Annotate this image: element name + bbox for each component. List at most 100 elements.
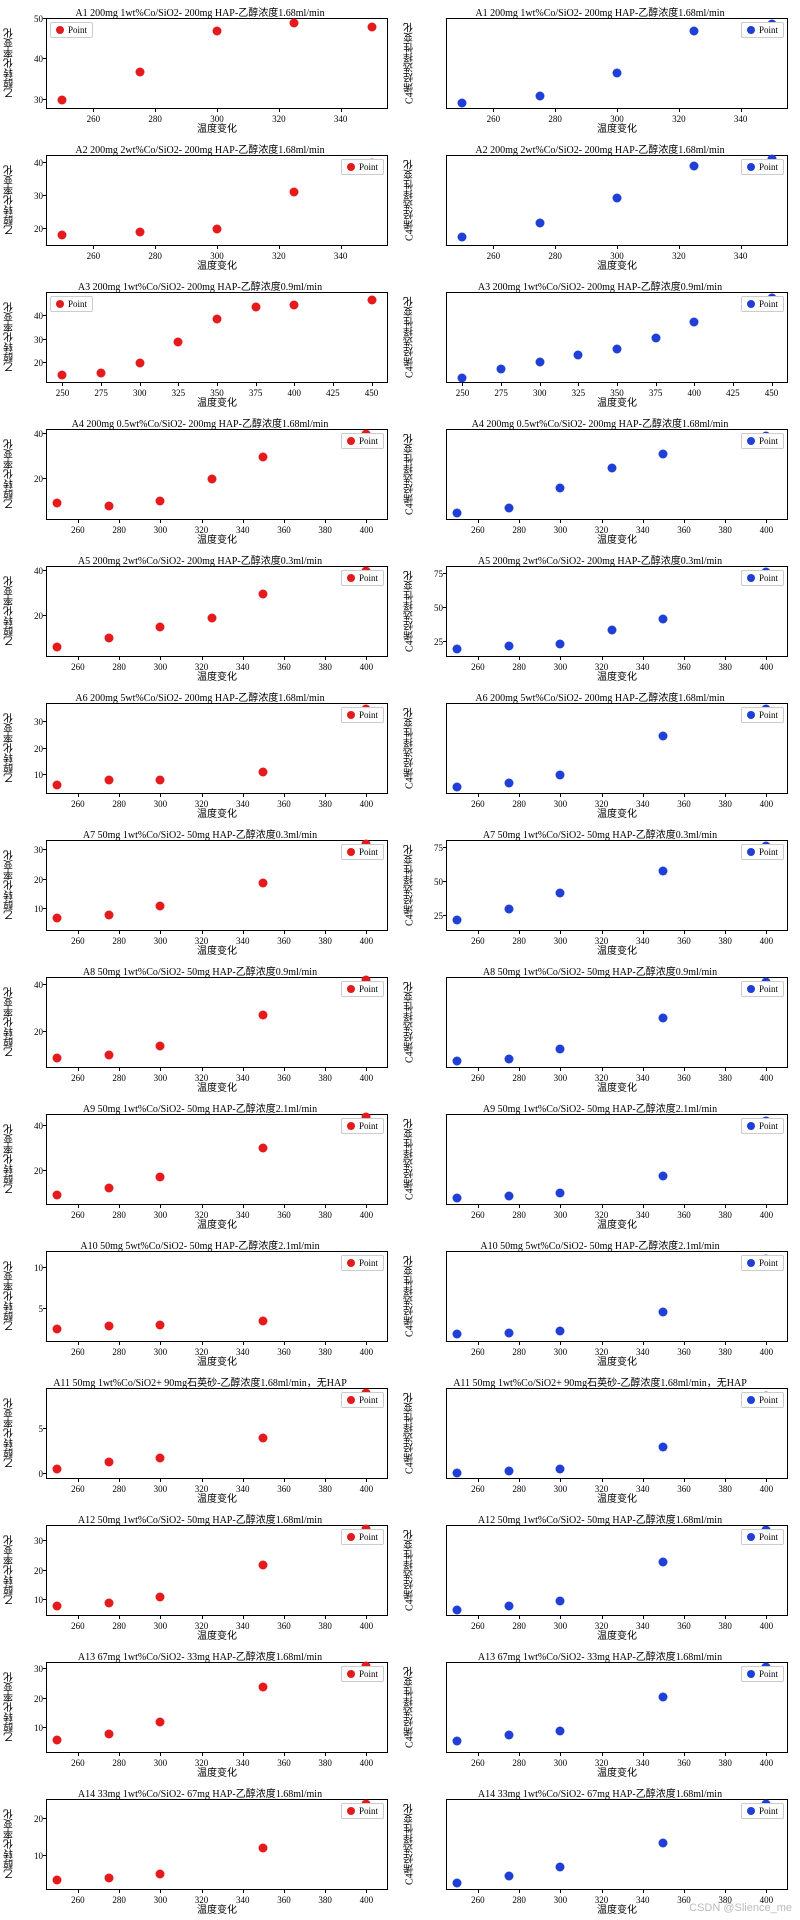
- chart-title: A5 200mg 2wt%Co/SiO2- 200mg HAP-乙醇浓度0.3m…: [400, 552, 800, 567]
- legend-marker: [347, 1122, 355, 1130]
- y-tick-label: 30: [19, 1664, 43, 1674]
- x-axis-label: 温度变化: [46, 805, 388, 820]
- data-point: [613, 193, 622, 202]
- data-point: [58, 95, 67, 104]
- x-axis-label: 温度变化: [446, 805, 788, 820]
- legend-text: Point: [68, 299, 87, 309]
- plot-area: 250275300325350375400425450Point: [446, 292, 788, 383]
- legend-text: Point: [759, 162, 778, 172]
- chart-2-left: A2 200mg 2wt%Co/SiO2- 200mg HAP-乙醇浓度1.68…: [0, 137, 400, 274]
- y-tick-label: 5: [19, 1304, 43, 1314]
- legend-marker: [747, 1396, 755, 1404]
- x-axis-label: 温度变化: [46, 1353, 388, 1368]
- legend-marker: [747, 574, 755, 582]
- plot-area: 260280300320340360380400102030Point: [46, 1662, 388, 1753]
- y-tick-label: 25: [419, 911, 443, 921]
- data-point: [53, 1875, 62, 1884]
- chart-title: A12 50mg 1wt%Co/SiO2- 50mg HAP-乙醇浓度1.68m…: [400, 1511, 800, 1526]
- data-point: [659, 1443, 668, 1452]
- plot-area: 260280300320340304050Point: [46, 18, 388, 109]
- data-point: [156, 1320, 165, 1329]
- data-point: [135, 359, 144, 368]
- legend-text: Point: [759, 1532, 778, 1542]
- legend-marker: [347, 1396, 355, 1404]
- chart-14-right: A14 33mg 1wt%Co/SiO2- 67mg HAP-乙醇浓度1.68m…: [400, 1781, 800, 1918]
- chart-title: A2 200mg 2wt%Co/SiO2- 200mg HAP-乙醇浓度1.68…: [0, 141, 400, 156]
- data-point: [104, 501, 113, 510]
- legend: Point: [741, 844, 784, 860]
- data-point: [453, 509, 462, 518]
- data-point: [556, 1726, 565, 1735]
- y-tick-label: 30: [19, 717, 43, 727]
- chart-title: A3 200mg 1wt%Co/SiO2- 200mg HAP-乙醇浓度0.9m…: [0, 278, 400, 293]
- chart-title: A2 200mg 2wt%Co/SiO2- 200mg HAP-乙醇浓度1.68…: [400, 141, 800, 156]
- chart-13-right: A13 67mg 1wt%Co/SiO2- 33mg HAP-乙醇浓度1.68m…: [400, 1644, 800, 1781]
- x-axis-label: 温度变化: [46, 257, 388, 272]
- y-tick-label: 20: [19, 224, 43, 234]
- y-axis-label: 乙醇转化率变化: [4, 155, 16, 246]
- legend-text: Point: [759, 1258, 778, 1268]
- chart-title: A7 50mg 1wt%Co/SiO2- 50mg HAP-乙醇浓度0.3ml/…: [0, 826, 400, 841]
- legend-marker: [747, 26, 755, 34]
- legend-text: Point: [759, 299, 778, 309]
- x-axis-label: 温度变化: [46, 531, 388, 546]
- plot-area: 260280300320340360380400Point: [446, 1662, 788, 1753]
- plot-area: 260280300320340360380400510Point: [46, 1251, 388, 1342]
- data-point: [556, 1862, 565, 1871]
- y-tick-label: 40: [19, 566, 43, 576]
- y-axis-label: C4烯烃选择性变化: [404, 1251, 416, 1342]
- x-axis-label: 温度变化: [446, 394, 788, 409]
- data-point: [556, 1465, 565, 1474]
- chart-title: A1 200mg 1wt%Co/SiO2- 200mg HAP-乙醇浓度1.68…: [0, 4, 400, 19]
- x-axis-label: 温度变化: [46, 1901, 388, 1916]
- legend: Point: [741, 1666, 784, 1682]
- y-tick-label: 30: [19, 845, 43, 855]
- data-point: [453, 782, 462, 791]
- data-point: [690, 162, 699, 171]
- legend-text: Point: [359, 1121, 378, 1131]
- legend-text: Point: [68, 25, 87, 35]
- data-point: [156, 902, 165, 911]
- y-tick-label: 30: [19, 95, 43, 105]
- legend: Point: [741, 570, 784, 586]
- plot-area: 2602803003203403603804002040Point: [46, 977, 388, 1068]
- y-tick-label: 30: [19, 335, 43, 345]
- chart-title: A12 50mg 1wt%Co/SiO2- 50mg HAP-乙醇浓度1.68m…: [0, 1511, 400, 1526]
- legend: Point: [341, 1666, 384, 1682]
- legend: Point: [341, 707, 384, 723]
- y-axis-label: C4烯烃选择性变化: [404, 1662, 416, 1753]
- data-point: [453, 1879, 462, 1888]
- plot-area: 260280300320340360380400Point: [446, 703, 788, 794]
- data-point: [156, 497, 165, 506]
- chart-title: A14 33mg 1wt%Co/SiO2- 67mg HAP-乙醇浓度1.68m…: [0, 1785, 400, 1800]
- plot-area: 260280300320340360380400Point: [446, 1799, 788, 1890]
- data-point: [104, 1873, 113, 1882]
- legend-marker: [747, 1122, 755, 1130]
- y-tick-label: 75: [419, 569, 443, 579]
- data-point: [556, 639, 565, 648]
- y-tick-label: 5: [19, 1424, 43, 1434]
- chart-5-left: A5 200mg 2wt%Co/SiO2- 200mg HAP-乙醇浓度0.3m…: [0, 548, 400, 685]
- chart-title: A10 50mg 5wt%Co/SiO2- 50mg HAP-乙醇浓度2.1ml…: [400, 1237, 800, 1252]
- chart-10-right: A10 50mg 5wt%Co/SiO2- 50mg HAP-乙醇浓度2.1ml…: [400, 1233, 800, 1370]
- y-tick-label: 50: [19, 14, 43, 24]
- plot-area: 260280300320340360380400Point: [446, 1388, 788, 1479]
- legend: Point: [341, 1803, 384, 1819]
- legend-marker: [56, 26, 64, 34]
- y-tick-label: 10: [19, 1595, 43, 1605]
- y-tick-label: 20: [19, 1566, 43, 1576]
- data-point: [659, 731, 668, 740]
- y-tick-label: 20: [19, 358, 43, 368]
- chart-6-left: A6 200mg 5wt%Co/SiO2- 200mg HAP-乙醇浓度1.68…: [0, 685, 400, 822]
- chart-8-left: A8 50mg 1wt%Co/SiO2- 50mg HAP-乙醇浓度0.9ml/…: [0, 959, 400, 1096]
- data-point: [104, 1051, 113, 1060]
- legend-text: Point: [359, 710, 378, 720]
- chart-9-left: A9 50mg 1wt%Co/SiO2- 50mg HAP-乙醇浓度2.1ml/…: [0, 1096, 400, 1233]
- x-axis-label: 温度变化: [446, 1627, 788, 1642]
- chart-title: A10 50mg 5wt%Co/SiO2- 50mg HAP-乙醇浓度2.1ml…: [0, 1237, 400, 1252]
- data-point: [259, 1316, 268, 1325]
- y-tick-label: 25: [419, 637, 443, 647]
- chart-title: A4 200mg 0.5wt%Co/SiO2- 200mg HAP-乙醇浓度1.…: [400, 415, 800, 430]
- legend-marker: [347, 985, 355, 993]
- legend-marker: [747, 163, 755, 171]
